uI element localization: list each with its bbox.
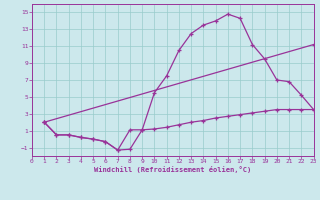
X-axis label: Windchill (Refroidissement éolien,°C): Windchill (Refroidissement éolien,°C) (94, 166, 252, 173)
